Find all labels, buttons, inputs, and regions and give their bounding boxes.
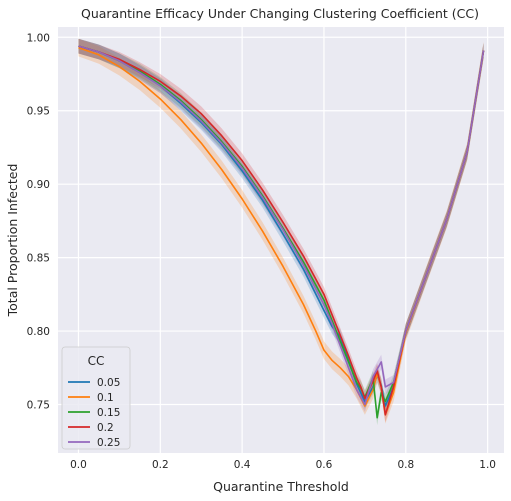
legend: CC 0.05 0.1 0.15 0.2 0.25 [61,346,131,450]
legend-label-0.1: 0.1 [97,392,114,404]
x-tick-label: 0.8 [397,459,414,471]
series-line-0.25 [78,45,485,406]
legend-label-0.2: 0.2 [97,422,114,434]
legend-items: 0.05 0.1 0.15 0.2 0.25 [68,377,120,449]
plot-area [58,27,504,453]
y-tick-label: 0.80 [27,326,50,338]
x-tick-label: 1.0 [479,459,496,471]
legend-label-0.15: 0.15 [97,407,120,419]
y-axis-ticks: 0.75 0.80 0.85 0.90 0.95 1.00 [27,32,50,411]
y-tick-label: 0.85 [27,253,50,265]
x-axis-label: Quarantine Threshold [213,479,349,494]
series-line-0.1 [78,46,485,416]
chart-title: Quarantine Efficacy Under Changing Clust… [81,6,479,21]
legend-label-0.25: 0.25 [97,437,120,449]
legend-box [61,346,131,450]
x-tick-label: 0.4 [234,459,251,471]
legend-title: CC [88,354,105,368]
grid-lines [58,27,504,453]
y-axis-label: Total Proportion Infected [5,164,20,318]
legend-label-0.05: 0.05 [97,377,120,389]
x-tick-label: 0.2 [152,459,169,471]
y-tick-label: 0.95 [27,106,50,118]
y-tick-label: 0.75 [27,400,50,412]
x-tick-label: 0.6 [316,459,333,471]
x-axis-ticks: 0.0 0.2 0.4 0.6 0.8 1.0 [70,459,496,471]
x-tick-label: 0.0 [70,459,87,471]
y-tick-label: 0.90 [27,179,50,191]
series-lines [78,45,485,419]
y-tick-label: 1.00 [27,32,50,44]
